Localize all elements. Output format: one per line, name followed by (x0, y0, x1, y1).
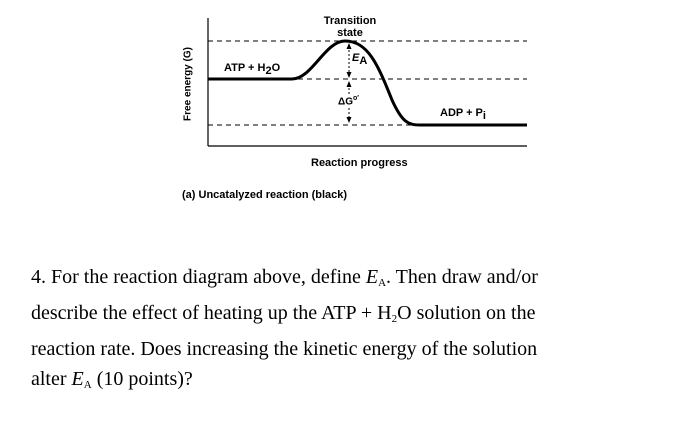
question-line-1: 4. For the reaction diagram above, defin… (31, 266, 538, 289)
question-line-2: describe the effect of heating up the AT… (31, 302, 536, 325)
product-label: ADP + Pi (440, 107, 486, 122)
reaction-curve (208, 39, 527, 127)
delta-g-label: ΔGo′ (337, 95, 360, 108)
transition-state-line-2: state (337, 27, 363, 39)
reactant-label: ATP + H2O (224, 62, 281, 77)
question-line-4: alter EA (10 points)? (31, 368, 193, 391)
transition-state-line-1: Transition (323, 15, 377, 27)
activation-arrow-head-down (346, 72, 352, 78)
delta-g-arrow-head-down (346, 117, 352, 123)
transition-state-label: Transition state (319, 15, 381, 39)
question-line-3: reaction rate. Does increasing the kinet… (31, 338, 538, 360)
x-axis-label: Reaction progress (311, 157, 408, 169)
activation-energy-label: EA (352, 52, 368, 67)
delta-g-arrow-head-up (346, 81, 352, 87)
diagram-caption: (a) Uncatalyzed reaction (black) (182, 189, 348, 201)
y-axis-label: Free energy (G) (182, 47, 194, 121)
question-text: 4. For the reaction diagram above, defin… (31, 262, 681, 400)
activation-arrow-head-up (346, 43, 352, 49)
